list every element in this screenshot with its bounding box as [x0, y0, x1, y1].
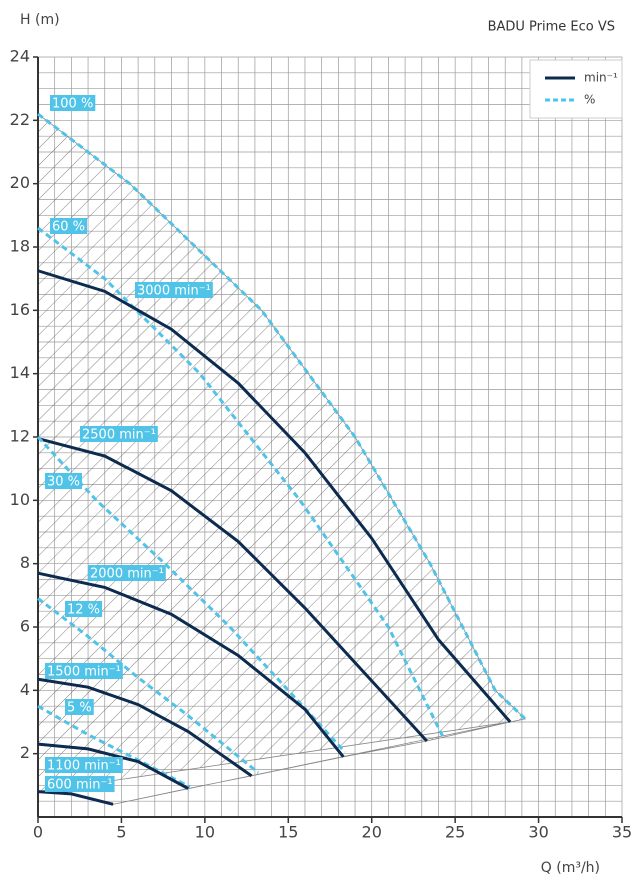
curve-label: 2000 min⁻¹: [88, 565, 166, 582]
curve-label-text: 1100 min⁻¹: [47, 759, 121, 774]
label-box: [45, 663, 123, 679]
percent-curve: [37, 112, 527, 720]
curve-label-text: 2000 min⁻¹: [90, 567, 164, 582]
speed-curve: [37, 269, 512, 723]
label-box: [65, 601, 103, 617]
x-tick-label: 10: [195, 823, 215, 842]
curve-label: 12 %: [65, 601, 103, 618]
curve-label-text: 60 %: [52, 220, 85, 235]
y-tick-label: 24: [10, 47, 30, 66]
curve-label: 1500 min⁻¹: [45, 663, 123, 680]
curve-label-text: 100 %: [52, 97, 93, 112]
speed-curve: [37, 571, 345, 758]
curve-label-text: 1500 min⁻¹: [47, 665, 121, 680]
label-box: [45, 776, 115, 792]
label-box: [50, 218, 88, 234]
speed-curve: [37, 677, 253, 778]
label-box: [65, 699, 94, 715]
x-axis-label: Q (m³/h): [541, 860, 600, 876]
speed-curve: [37, 790, 114, 806]
percent-curve: [37, 226, 445, 739]
percent-curve: [37, 704, 191, 789]
label-box: [45, 757, 123, 773]
y-tick-label: 6: [20, 617, 30, 636]
curve-label: 1100 min⁻¹: [45, 757, 123, 774]
curve-label-text: 3000 min⁻¹: [137, 284, 211, 299]
curve-label: 3000 min⁻¹: [135, 282, 213, 299]
curve-label: 2500 min⁻¹: [80, 426, 158, 443]
x-tick-label: 0: [33, 823, 43, 842]
curve-label: 100 %: [50, 95, 96, 112]
y-axis-label: H (m): [20, 12, 60, 28]
curve-label-text: 12 %: [67, 603, 100, 618]
y-tick-label: 2: [20, 743, 30, 762]
y-tick-label: 4: [20, 680, 30, 699]
legend-box: [529, 59, 623, 119]
y-tick-label: 14: [10, 363, 30, 382]
x-tick-label: 35: [612, 823, 632, 842]
curve-label-text: 30 %: [47, 475, 80, 490]
y-tick-label: 18: [10, 237, 30, 256]
x-tick-label: 15: [278, 823, 298, 842]
percent-curve: [37, 597, 260, 774]
label-box: [45, 473, 83, 489]
speed-curve: [37, 437, 428, 743]
legend-label: %: [584, 93, 595, 107]
x-tick-label: 20: [362, 823, 382, 842]
x-tick-label: 25: [445, 823, 465, 842]
x-tick-label: 30: [528, 823, 548, 842]
label-box: [88, 565, 166, 581]
y-tick-label: 22: [10, 110, 30, 129]
curve-label-text: 600 min⁻¹: [47, 778, 113, 793]
curve-label: 60 %: [50, 218, 88, 235]
curve-label: 600 min⁻¹: [45, 776, 115, 793]
curve-label: 5 %: [65, 699, 94, 716]
percent-curve: [36, 435, 347, 754]
y-tick-label: 10: [10, 490, 30, 509]
y-tick-label: 16: [10, 300, 30, 319]
curve-label-text: 2500 min⁻¹: [82, 428, 156, 443]
x-tick-label: 5: [116, 823, 126, 842]
y-tick-label: 8: [20, 553, 30, 572]
y-tick-label: 12: [10, 427, 30, 446]
label-box: [80, 426, 158, 442]
y-tick-label: 20: [10, 173, 30, 192]
label-box: [135, 282, 213, 298]
legend-label: min⁻¹: [584, 71, 618, 85]
curve-label-text: 5 %: [67, 701, 92, 716]
chart-title: BADU Prime Eco VS: [488, 20, 615, 35]
label-box: [50, 95, 96, 111]
speed-curve: [37, 742, 189, 790]
curve-label: 30 %: [45, 473, 83, 490]
